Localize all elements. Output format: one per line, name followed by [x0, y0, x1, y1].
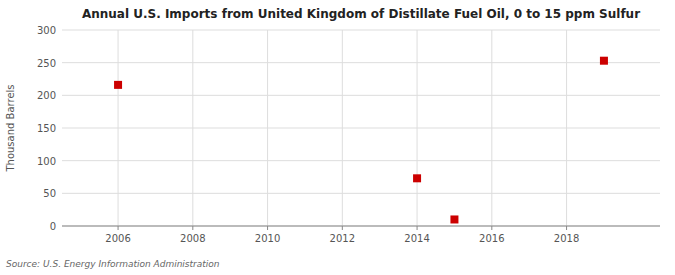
- x-grid-line: [566, 30, 567, 226]
- x-tick-label: 2014: [404, 233, 429, 244]
- x-grid-line: [342, 30, 343, 226]
- y-tick-label: 300: [37, 25, 56, 36]
- chart: Annual U.S. Imports from United Kingdom …: [0, 0, 675, 275]
- x-tick: [566, 226, 567, 230]
- y-tick-label: 150: [37, 123, 56, 134]
- y-grid-line: [62, 128, 660, 129]
- x-tick: [491, 226, 492, 230]
- y-tick-label: 200: [37, 90, 56, 101]
- y-tick-label: 50: [43, 188, 56, 199]
- x-grid-line: [118, 30, 119, 226]
- x-grid-line: [417, 30, 418, 226]
- point: [450, 215, 458, 223]
- x-tick-label: 2012: [330, 233, 355, 244]
- x-grid-line: [491, 30, 492, 226]
- x-tick-label: 2016: [479, 233, 504, 244]
- y-tick-label: 100: [37, 156, 56, 167]
- y-grid-line: [62, 95, 660, 96]
- points: [114, 57, 608, 224]
- x-tick: [342, 226, 343, 230]
- x-tick-label: 2018: [554, 233, 579, 244]
- x-grid-line: [192, 30, 193, 226]
- y-grid-line: [62, 226, 660, 227]
- grid: [62, 30, 660, 226]
- annotation: Source: U.S. Energy Information Administ…: [6, 259, 220, 269]
- point: [600, 57, 608, 65]
- x-tick: [118, 226, 119, 230]
- y-grid-line: [62, 30, 660, 31]
- point: [114, 81, 122, 89]
- y-tick-label: 0: [50, 221, 56, 232]
- y-grid-line: [62, 160, 660, 161]
- y-grid-line: [62, 62, 660, 63]
- x-tick: [192, 226, 193, 230]
- x-tick-label: 2006: [105, 233, 130, 244]
- x-tick-label: 2008: [180, 233, 205, 244]
- x-axis-line: [62, 226, 660, 227]
- point: [413, 174, 421, 182]
- y-grid-line: [62, 193, 660, 194]
- title: Annual U.S. Imports from United Kingdom …: [82, 7, 640, 21]
- x-grid-line: [267, 30, 268, 226]
- y-tick-label: 250: [37, 58, 56, 69]
- x-tick-label: 2010: [255, 233, 280, 244]
- x-tick: [417, 226, 418, 230]
- x-tick: [267, 226, 268, 230]
- y-axis-label: Thousand Barrels: [5, 84, 16, 172]
